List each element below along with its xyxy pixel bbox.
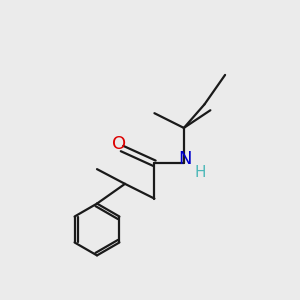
Text: N: N — [178, 150, 192, 168]
Text: O: O — [112, 135, 126, 153]
Text: H: H — [194, 165, 206, 180]
